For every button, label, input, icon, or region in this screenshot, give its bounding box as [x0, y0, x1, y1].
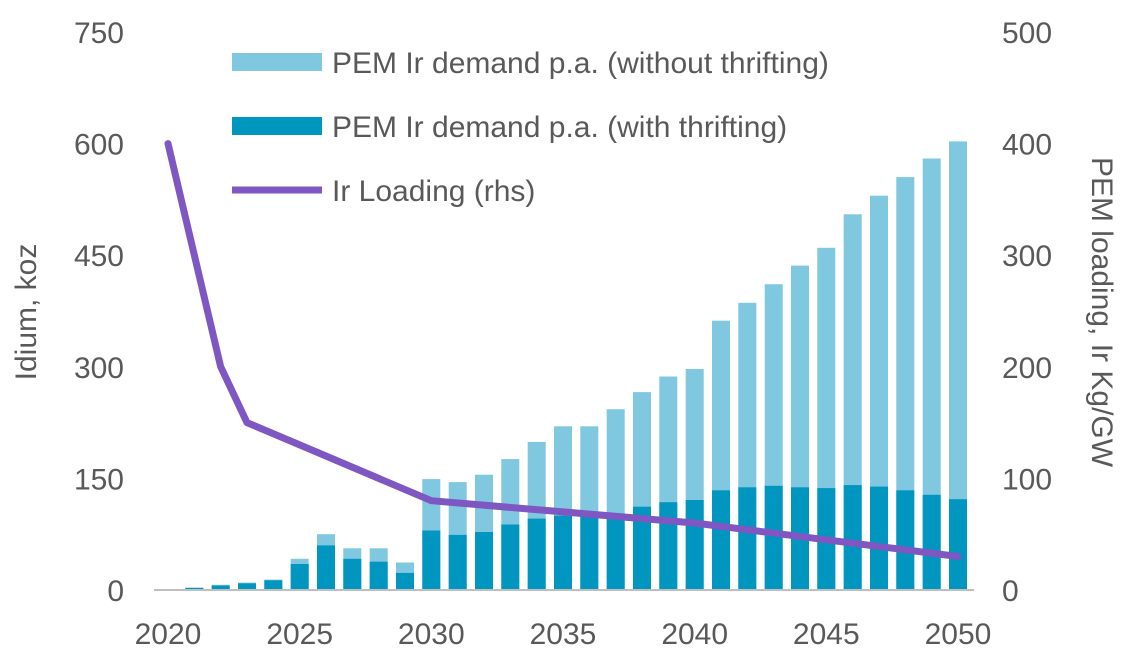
bar-with-thrifting-2024 — [264, 580, 283, 590]
bar-with-thrifting-2030 — [422, 530, 441, 590]
legend-swatch — [232, 53, 322, 71]
bar-with-thrifting-2026 — [317, 545, 335, 590]
x-tick-label: 2050 — [925, 618, 992, 651]
bar-with-thrifting-2043 — [764, 485, 783, 590]
x-axis-ticks: 2020 2025 2030 2035 2040 2045 2050 — [135, 618, 992, 651]
legend-label: Ir Loading (rhs) — [332, 175, 535, 208]
bar-with-thrifting-2027 — [343, 558, 362, 590]
bar-without-thrifting-2048 — [896, 177, 915, 590]
x-tick-label: 2035 — [530, 618, 597, 651]
y2-tick-label: 200 — [1002, 352, 1052, 385]
bar-with-thrifting-2021 — [185, 587, 204, 590]
bar-with-thrifting-2050 — [949, 499, 967, 590]
x-tick-label: 2020 — [135, 618, 202, 651]
y-tick-label: 750 — [74, 17, 124, 50]
y-tick-label: 600 — [74, 129, 124, 162]
x-tick-label: 2030 — [398, 618, 465, 651]
y2-tick-label: 100 — [1002, 463, 1052, 496]
y-tick-label: 300 — [74, 352, 124, 385]
bar-with-thrifting-2033 — [501, 524, 520, 590]
ir-loading-line — [164, 140, 962, 560]
line-layer — [164, 140, 962, 560]
bar-with-thrifting-2047 — [870, 486, 888, 590]
x-tick-label: 2040 — [661, 618, 728, 651]
y-tick-label: 450 — [74, 240, 124, 273]
bar-with-thrifting-2028 — [369, 561, 388, 590]
bar-with-thrifting-2039 — [659, 502, 678, 590]
y2-tick-label: 0 — [1002, 575, 1019, 608]
bar-with-thrifting-2032 — [475, 532, 493, 590]
bar-with-thrifting-2046 — [843, 485, 862, 590]
legend-label: PEM Ir demand p.a. (without thrifting) — [332, 47, 829, 80]
bar-with-thrifting-2048 — [896, 490, 915, 590]
legend: PEM Ir demand p.a. (without thrifting) PE… — [232, 47, 829, 208]
y2-tick-label: 300 — [1002, 240, 1052, 273]
y-tick-label: 150 — [74, 463, 124, 496]
y2-axis-label: PEM loading, Ir Kg/GW — [1085, 157, 1118, 468]
bar-with-thrifting-2023 — [238, 583, 256, 590]
bar-with-thrifting-2037 — [606, 513, 625, 590]
left-axis-ticks: 0 150 300 450 600 750 — [74, 17, 124, 608]
x-tick-label: 2025 — [266, 618, 333, 651]
bar-with-thrifting-2035 — [554, 515, 572, 590]
bar-with-thrifting-2038 — [633, 506, 651, 590]
legend-label: PEM Ir demand p.a. (with thrifting) — [332, 111, 787, 144]
bar-with-thrifting-2042 — [738, 487, 757, 590]
bar-with-thrifting-2041 — [712, 490, 730, 590]
bar-without-thrifting-2049 — [922, 158, 941, 590]
y2-tick-label: 500 — [1002, 17, 1052, 50]
bar-with-thrifting-2040 — [685, 500, 704, 590]
legend-swatch — [232, 117, 322, 135]
bar-with-thrifting-2031 — [448, 534, 467, 590]
y-axis-label: Idium, koz — [10, 244, 43, 381]
bar-with-thrifting-2034 — [527, 518, 546, 590]
bar-with-thrifting-2036 — [580, 514, 599, 590]
bar-with-thrifting-2025 — [290, 564, 309, 590]
bar-with-thrifting-2029 — [396, 572, 414, 590]
y-tick-label: 0 — [107, 575, 124, 608]
bar-with-thrifting-2022 — [211, 585, 230, 590]
bar-without-thrifting-2050 — [949, 141, 967, 590]
bars-layer — [185, 141, 967, 591]
y2-tick-label: 400 — [1002, 129, 1052, 162]
bar-with-thrifting-2049 — [922, 494, 941, 590]
right-axis-ticks: 0 100 200 300 400 500 — [1002, 17, 1052, 608]
x-tick-label: 2045 — [793, 618, 860, 651]
